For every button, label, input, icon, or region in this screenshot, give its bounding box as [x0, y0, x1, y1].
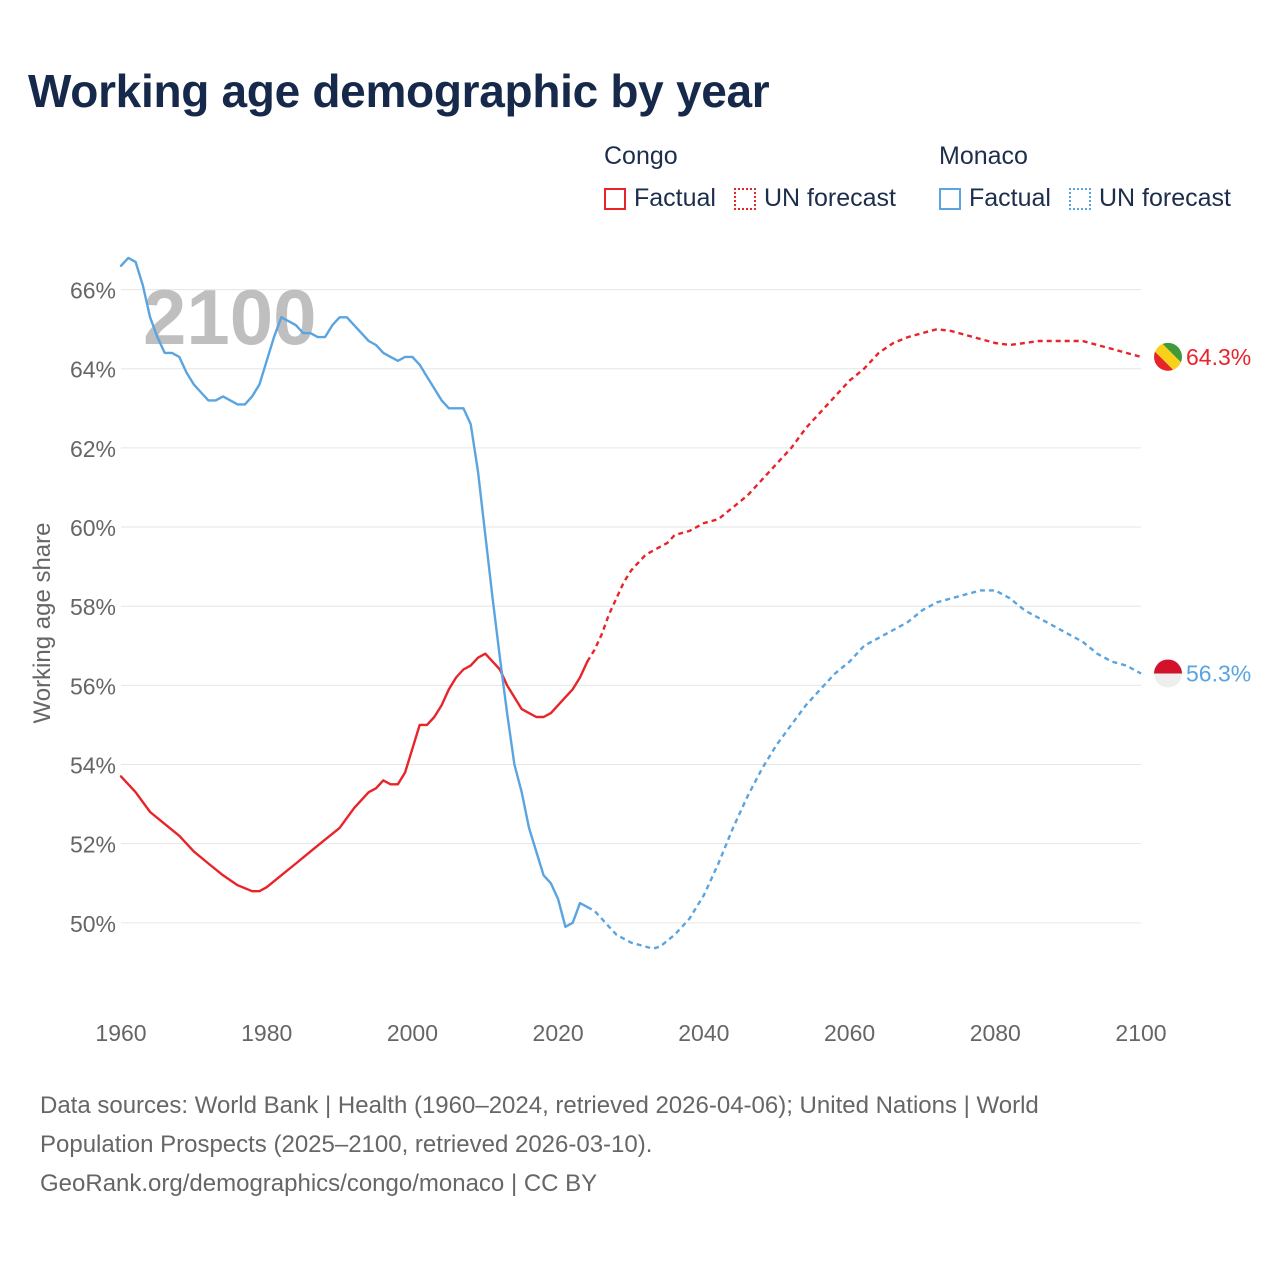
- y-tick-label: 52%: [70, 832, 116, 858]
- y-axis-label: Working age share: [29, 523, 56, 724]
- monaco-end-value-label: 56.3%: [1186, 660, 1251, 686]
- y-tick-label: 54%: [70, 753, 116, 779]
- x-tick-label: 2020: [533, 1020, 584, 1046]
- series-lines: [119, 256, 1142, 950]
- x-tick-label: 2100: [1115, 1020, 1166, 1046]
- y-tick-label: 64%: [70, 357, 116, 383]
- legend-group-name: Monaco: [939, 142, 1028, 170]
- y-axis-ticks: 50% 52% 54% 56% 58% 60% 62% 64% 66%: [70, 278, 116, 937]
- footer-sources-line1: Data sources: World Bank | Health (1960–…: [40, 1092, 1039, 1119]
- footer-credit-link[interactable]: GeoRank.org/demographics/congo/monaco | …: [40, 1170, 598, 1197]
- year-watermark: 2100: [143, 273, 317, 361]
- footer: Data sources: World Bank | Health (1960–…: [40, 1086, 1200, 1203]
- end-markers: 64.3% 56.3%: [1154, 342, 1251, 688]
- legend-label: Factual: [969, 184, 1051, 212]
- legend-group-name: Congo: [604, 142, 678, 170]
- line-chart: 50% 52% 54% 56% 58% 60% 62% 64% 66% 1960 1980 2000…: [29, 256, 1251, 1046]
- legend-swatch-dotted: [1068, 187, 1091, 210]
- x-axis-ticks: 1960 1980 2000 2020 2040 2060 2080 2100: [95, 1020, 1166, 1046]
- series-congo-forecast: [586, 328, 1142, 663]
- grid-lines: [121, 289, 1141, 924]
- legend-congo-forecast[interactable]: UN forecast: [733, 184, 896, 213]
- chart-title: Working age demographic by year: [28, 65, 770, 117]
- x-tick-label: 2060: [824, 1020, 875, 1046]
- legend-monaco-factual[interactable]: Factual: [939, 184, 1051, 213]
- y-tick-label: 58%: [70, 594, 116, 620]
- series-monaco-factual: [119, 256, 589, 928]
- legend-group-monaco: Monaco Factual UN forecast: [939, 142, 1249, 213]
- x-tick-label: 1980: [241, 1020, 292, 1046]
- x-tick-label: 2080: [970, 1020, 1021, 1046]
- legend-swatch-solid: [604, 187, 626, 210]
- legend-label: UN forecast: [763, 184, 896, 212]
- x-tick-label: 1960: [95, 1020, 146, 1046]
- legend-group-congo: Congo Factual UN forecast: [604, 142, 914, 213]
- legend-swatch-dotted: [733, 187, 756, 210]
- series-congo-factual: [119, 652, 589, 893]
- y-tick-label: 56%: [70, 673, 116, 699]
- monaco-flag-icon: [1154, 659, 1182, 688]
- congo-end-value-label: 64.3%: [1186, 344, 1251, 370]
- legend-label: Factual: [634, 184, 716, 212]
- legend-swatch-solid: [939, 187, 961, 210]
- legend-congo-factual[interactable]: Factual: [604, 184, 716, 213]
- y-tick-label: 50%: [70, 911, 116, 937]
- y-tick-label: 66%: [70, 278, 116, 304]
- footer-sources-line2: Population Prospects (2025–2100, retriev…: [40, 1131, 653, 1158]
- congo-flag-icon: [1154, 342, 1182, 371]
- y-tick-label: 60%: [70, 515, 116, 541]
- x-tick-label: 2000: [387, 1020, 438, 1046]
- legend-monaco-forecast[interactable]: UN forecast: [1068, 184, 1231, 213]
- legend-label: UN forecast: [1098, 184, 1231, 212]
- series-monaco-forecast: [586, 589, 1142, 950]
- y-tick-label: 62%: [70, 436, 116, 462]
- x-tick-label: 2040: [678, 1020, 729, 1046]
